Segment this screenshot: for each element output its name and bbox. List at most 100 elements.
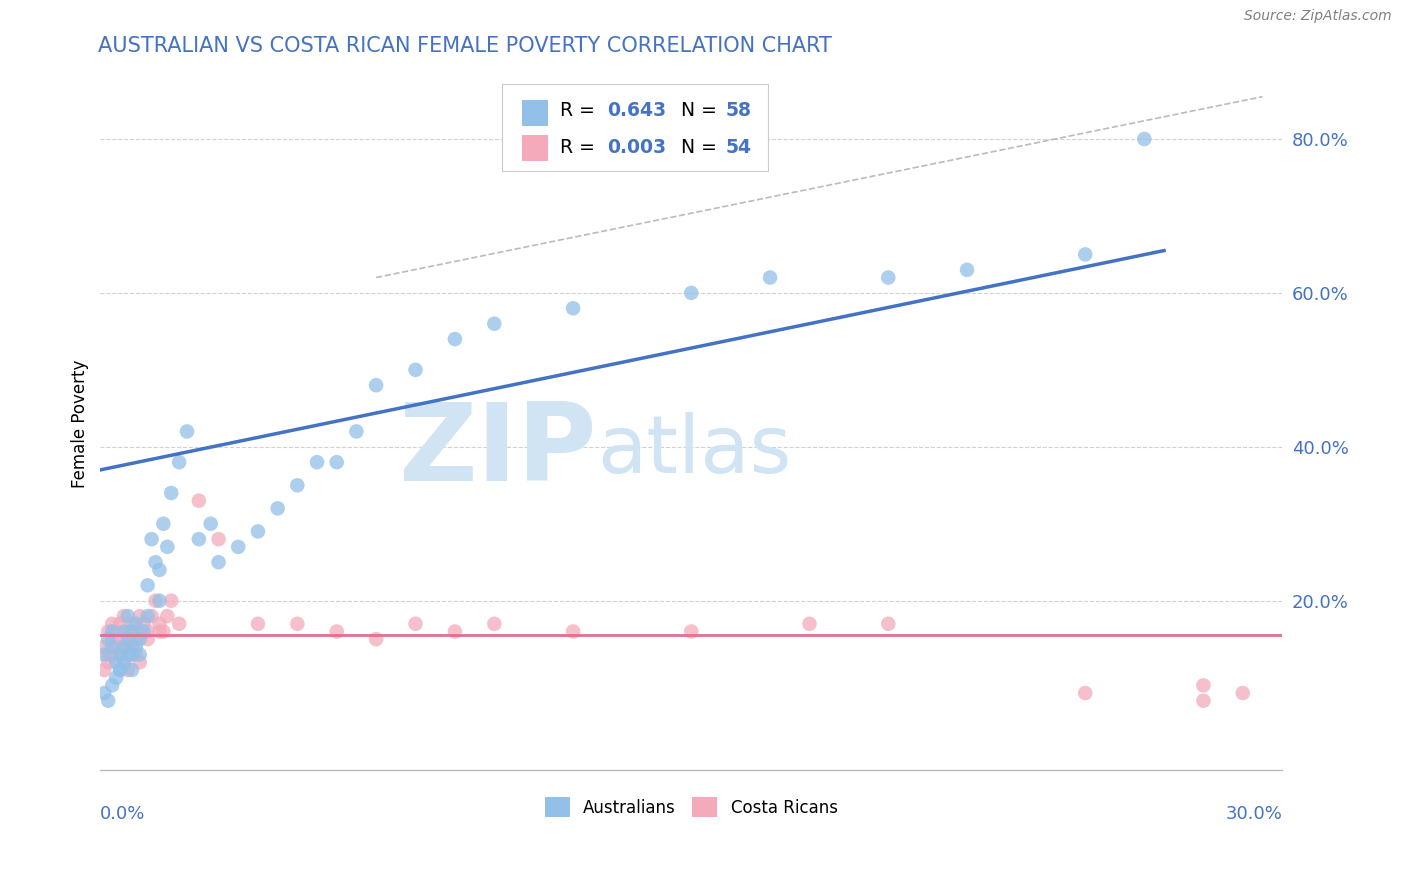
- Point: [444, 624, 467, 639]
- Point: [121, 624, 143, 639]
- Point: [187, 493, 209, 508]
- Point: [148, 616, 170, 631]
- Point: [148, 624, 170, 639]
- Text: AUSTRALIAN VS COSTA RICAN FEMALE POVERTY CORRELATION CHART: AUSTRALIAN VS COSTA RICAN FEMALE POVERTY…: [98, 36, 832, 55]
- Text: 58: 58: [725, 102, 752, 120]
- Point: [132, 624, 155, 639]
- Point: [1074, 247, 1097, 261]
- Point: [93, 640, 115, 654]
- Point: [93, 663, 115, 677]
- Point: [148, 563, 170, 577]
- Point: [877, 270, 900, 285]
- Point: [105, 655, 128, 669]
- FancyBboxPatch shape: [522, 100, 548, 126]
- Point: [108, 648, 131, 662]
- Point: [366, 632, 388, 647]
- Text: ZIP: ZIP: [398, 399, 596, 504]
- Point: [117, 609, 139, 624]
- Point: [128, 624, 150, 639]
- Point: [346, 425, 368, 439]
- Point: [160, 593, 183, 607]
- Point: [152, 624, 174, 639]
- Point: [101, 648, 124, 662]
- Point: [325, 624, 347, 639]
- Point: [156, 540, 179, 554]
- Point: [112, 624, 135, 639]
- Point: [207, 555, 229, 569]
- Point: [108, 616, 131, 631]
- Point: [136, 609, 159, 624]
- Point: [101, 616, 124, 631]
- Text: N =: N =: [669, 102, 723, 120]
- Point: [117, 624, 139, 639]
- Point: [484, 616, 506, 631]
- Point: [121, 648, 143, 662]
- Point: [956, 262, 979, 277]
- Point: [108, 648, 131, 662]
- Point: [1192, 694, 1215, 708]
- Point: [681, 285, 703, 300]
- Point: [444, 332, 467, 346]
- Point: [305, 455, 328, 469]
- Point: [285, 478, 308, 492]
- Point: [681, 624, 703, 639]
- Text: 0.643: 0.643: [607, 102, 666, 120]
- Point: [285, 616, 308, 631]
- Point: [97, 632, 120, 647]
- FancyBboxPatch shape: [522, 135, 548, 161]
- FancyBboxPatch shape: [502, 85, 768, 171]
- Point: [246, 524, 269, 539]
- Point: [176, 425, 198, 439]
- Point: [128, 648, 150, 662]
- Point: [1074, 686, 1097, 700]
- Point: [877, 616, 900, 631]
- Point: [1192, 678, 1215, 692]
- Point: [145, 593, 167, 607]
- Point: [97, 655, 120, 669]
- Text: Source: ZipAtlas.com: Source: ZipAtlas.com: [1244, 9, 1392, 23]
- Text: R =: R =: [560, 138, 600, 157]
- Text: R =: R =: [560, 102, 600, 120]
- Point: [226, 540, 249, 554]
- Point: [187, 532, 209, 546]
- Point: [759, 270, 782, 285]
- Point: [207, 532, 229, 546]
- Point: [121, 616, 143, 631]
- Point: [101, 678, 124, 692]
- Point: [121, 640, 143, 654]
- Point: [160, 486, 183, 500]
- Point: [108, 663, 131, 677]
- Point: [101, 632, 124, 647]
- Text: 0.003: 0.003: [607, 138, 666, 157]
- Point: [132, 616, 155, 631]
- Point: [117, 632, 139, 647]
- Point: [484, 317, 506, 331]
- Legend: Australians, Costa Ricans: Australians, Costa Ricans: [538, 790, 845, 824]
- Point: [128, 655, 150, 669]
- Point: [1232, 686, 1254, 700]
- Point: [145, 555, 167, 569]
- Point: [108, 640, 131, 654]
- Point: [93, 648, 115, 662]
- Point: [148, 593, 170, 607]
- Point: [128, 632, 150, 647]
- Point: [405, 363, 427, 377]
- Point: [167, 455, 190, 469]
- Text: atlas: atlas: [596, 412, 792, 491]
- Point: [121, 663, 143, 677]
- Text: 30.0%: 30.0%: [1226, 805, 1282, 822]
- Point: [105, 640, 128, 654]
- Point: [141, 609, 163, 624]
- Point: [136, 632, 159, 647]
- Point: [105, 671, 128, 685]
- Point: [1133, 132, 1156, 146]
- Point: [125, 632, 148, 647]
- Point: [117, 648, 139, 662]
- Point: [105, 624, 128, 639]
- Point: [117, 663, 139, 677]
- Point: [93, 686, 115, 700]
- Text: 54: 54: [725, 138, 752, 157]
- Point: [97, 648, 120, 662]
- Point: [108, 663, 131, 677]
- Point: [405, 616, 427, 631]
